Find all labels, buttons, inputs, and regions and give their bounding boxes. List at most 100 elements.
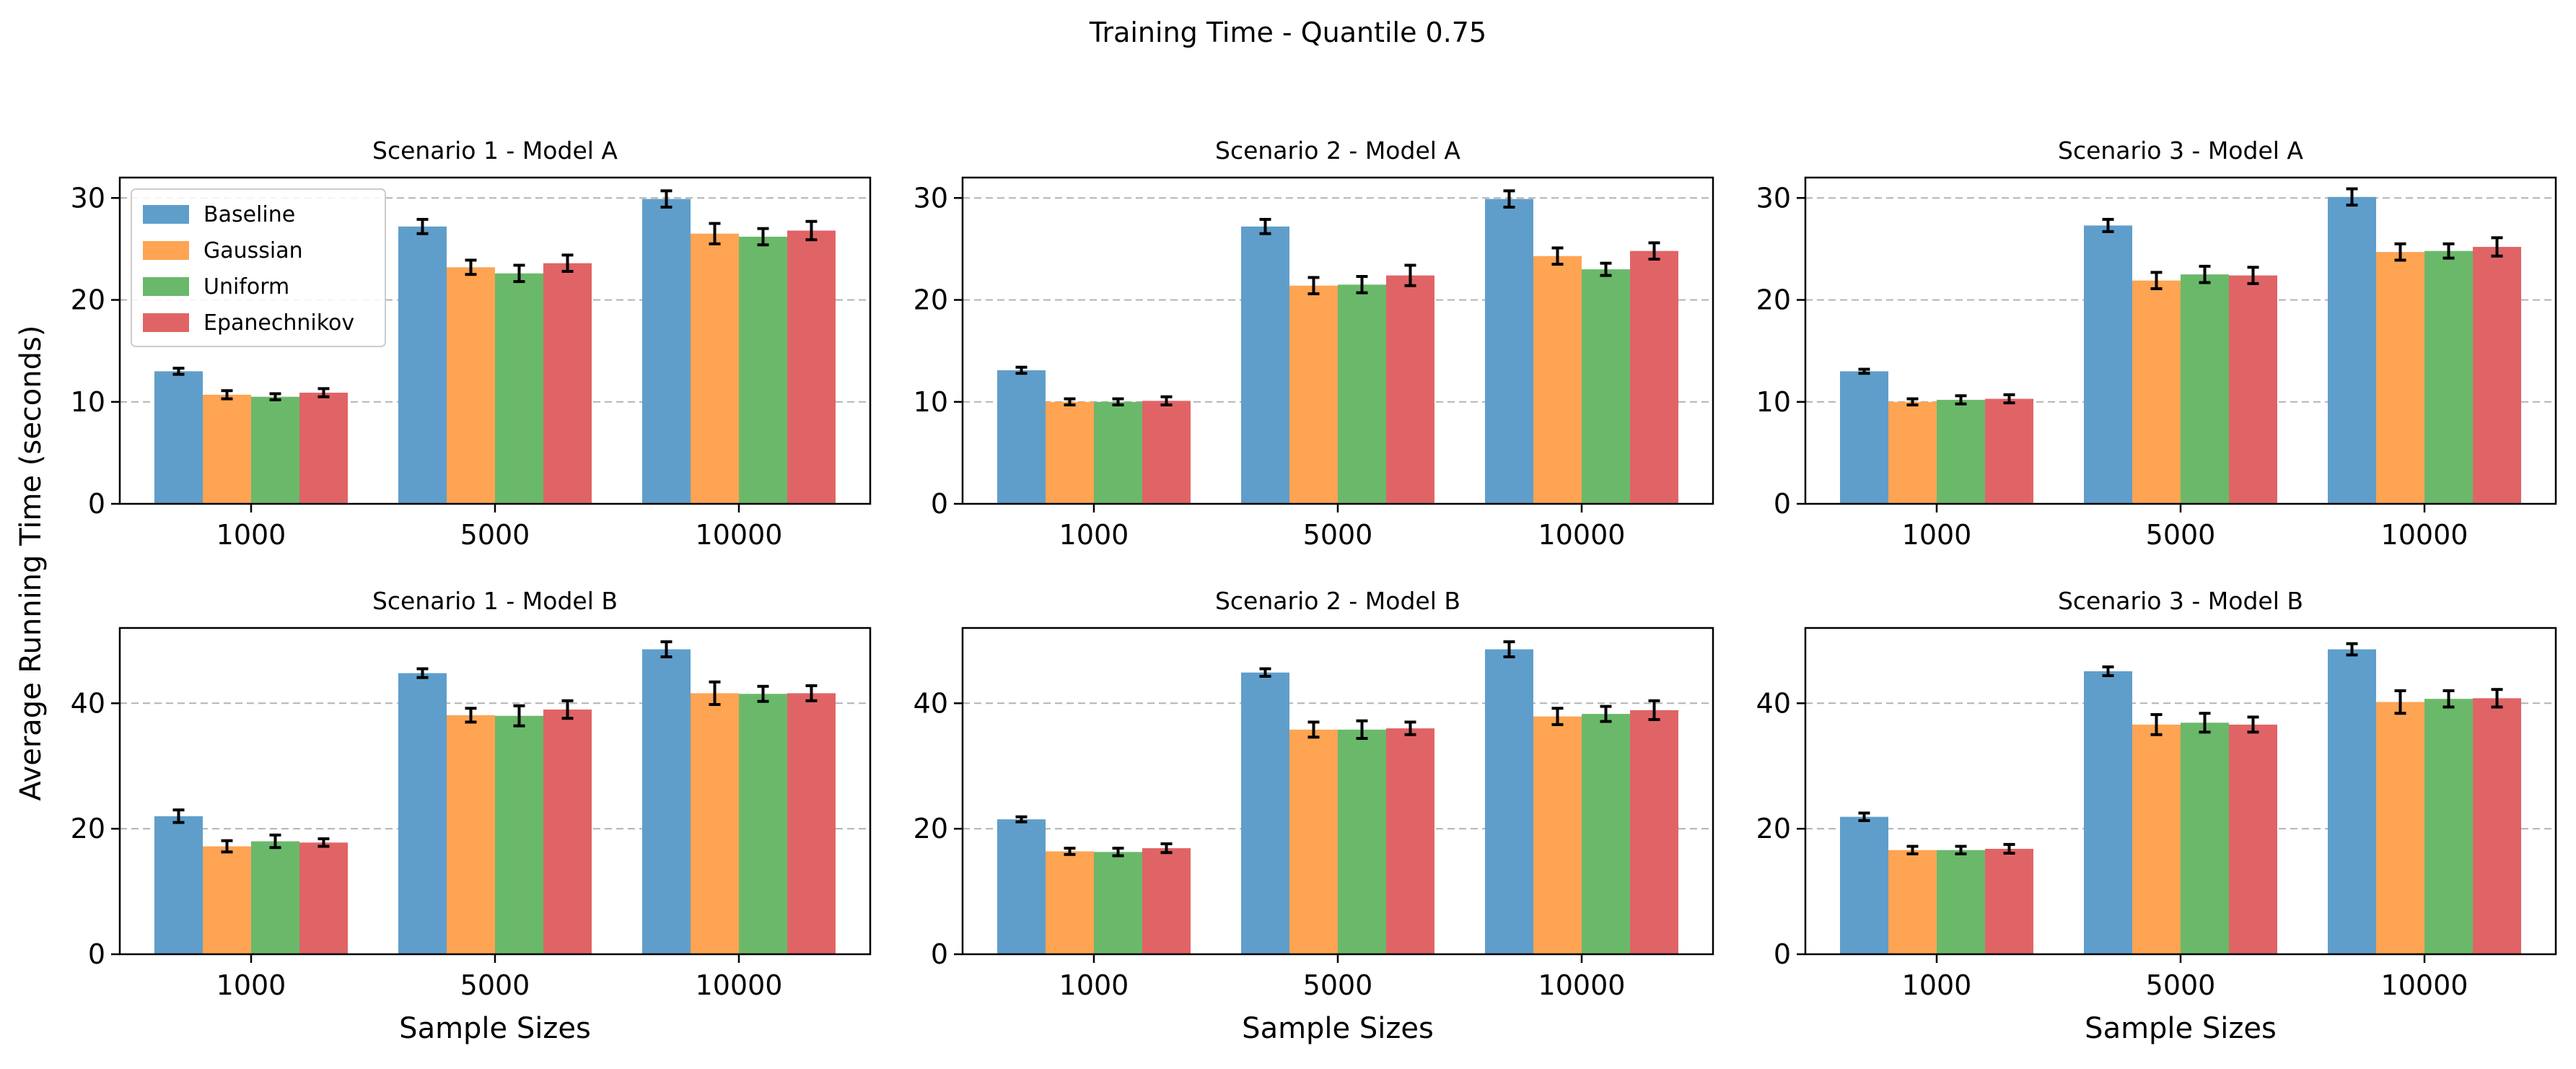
bar [1241, 226, 1289, 504]
bar [997, 819, 1046, 954]
subplot: Scenario 2 - Model A 0 10 20 30 1000 5000 10000 [914, 136, 1714, 551]
bar [1888, 850, 1937, 954]
x-tick-label: 1000 [1059, 519, 1129, 551]
bar [2328, 196, 2376, 504]
bar [1582, 714, 1630, 954]
bar [2473, 698, 2521, 954]
y-tick-label: 30 [71, 182, 105, 214]
bar [1386, 275, 1434, 504]
bar [1142, 848, 1191, 954]
bar [299, 842, 348, 954]
y-tick-label: 20 [1756, 813, 1791, 845]
bar [154, 816, 203, 954]
bar [154, 371, 203, 504]
y-tick-label: 40 [71, 687, 105, 719]
bar [1046, 401, 1094, 504]
bar [1485, 198, 1533, 504]
bar [447, 267, 495, 504]
bar [2132, 724, 2181, 954]
bar [1937, 399, 1985, 504]
legend-swatch [143, 241, 189, 260]
bar [1582, 269, 1630, 504]
bar [691, 233, 739, 504]
y-tick-label: 0 [1774, 488, 1791, 520]
y-tick-label: 20 [914, 813, 948, 845]
bar [543, 710, 592, 954]
bar [1630, 710, 1678, 954]
bar [787, 693, 836, 954]
bar [1485, 649, 1533, 954]
bar [495, 273, 543, 504]
bar [251, 396, 299, 504]
x-tick-label: 5000 [2146, 969, 2216, 1001]
bar [1094, 852, 1142, 954]
y-tick-label: 30 [914, 182, 948, 214]
bar [1937, 850, 1985, 954]
bar [1533, 256, 1582, 504]
bar [642, 649, 691, 954]
bar [1386, 728, 1434, 954]
x-tick-label: 10000 [1538, 969, 1626, 1001]
legend-swatch [143, 205, 189, 224]
bar [997, 370, 1046, 504]
x-tick-label: 1000 [1059, 969, 1129, 1001]
x-tick-label: 1000 [216, 519, 286, 551]
bar [2473, 247, 2521, 504]
x-tick-label: 10000 [2381, 969, 2468, 1001]
bar [398, 226, 447, 504]
x-tick-label: 1000 [1902, 969, 1972, 1001]
x-axis-label: Sample Sizes [2085, 1012, 2277, 1045]
y-tick-label: 0 [1774, 938, 1791, 970]
y-tick-label: 10 [1756, 386, 1791, 418]
legend-swatch [143, 313, 189, 332]
y-axis-label: Average Running Time (seconds) [14, 326, 48, 801]
bar [1888, 401, 1937, 504]
x-tick-label: 10000 [696, 969, 783, 1001]
subplot-title: Scenario 2 - Model B [1215, 587, 1460, 615]
subplot: Scenario 3 - Model B 0 20 40 1000 5000 10000 Sa… [1756, 587, 2557, 1045]
bar [787, 230, 836, 504]
bar [2424, 250, 2473, 504]
y-tick-label: 30 [1756, 182, 1791, 214]
y-tick-label: 0 [931, 938, 948, 970]
x-axis-label: Sample Sizes [1242, 1012, 1434, 1045]
subplot-title: Scenario 2 - Model A [1215, 136, 1460, 165]
y-tick-label: 20 [71, 284, 105, 316]
y-tick-label: 10 [914, 386, 948, 418]
x-tick-label: 5000 [1303, 519, 1373, 551]
y-tick-label: 40 [1756, 687, 1791, 719]
bar [739, 694, 787, 954]
bar [1142, 401, 1191, 504]
bar [2084, 225, 2132, 504]
bar [1840, 371, 1888, 504]
bar [2229, 724, 2277, 954]
bar [495, 715, 543, 954]
subplot: Scenario 2 - Model B 0 20 40 1000 5000 10000 Sa… [914, 587, 1714, 1045]
subplot: Scenario 1 - Model B 0 20 40 1000 5000 10000 Sa… [71, 587, 872, 1045]
bar [2376, 702, 2424, 954]
legend-label: Gaussian [203, 238, 303, 263]
bar [447, 715, 495, 954]
legend-box [131, 188, 386, 347]
x-tick-label: 1000 [216, 969, 286, 1001]
bar [2132, 280, 2181, 504]
bar [1630, 250, 1678, 504]
bar [1241, 672, 1289, 954]
bar [543, 263, 592, 504]
bar [2424, 699, 2473, 954]
y-tick-label: 20 [1756, 284, 1791, 316]
y-tick-label: 0 [88, 488, 105, 520]
bar [1289, 285, 1338, 504]
x-axis-label: Sample Sizes [399, 1012, 591, 1045]
bar [251, 841, 299, 954]
y-tick-label: 0 [88, 938, 105, 970]
bar [1338, 729, 1386, 954]
subplot: Scenario 1 - Model A 0 10 20 30 1000 5000 10000… [71, 136, 872, 551]
figure-title: Training Time - Quantile 0.75 [1089, 17, 1486, 48]
bar [203, 846, 251, 954]
subplot-title: Scenario 3 - Model A [2058, 136, 2303, 165]
bar [1533, 716, 1582, 954]
legend-swatch [143, 277, 189, 296]
